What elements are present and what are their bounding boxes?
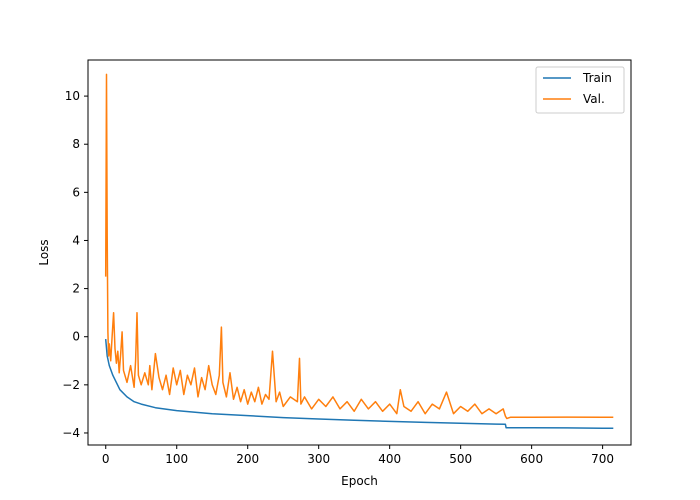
x-tick-label-0: 0 — [102, 452, 110, 466]
y-axis-ticks: −4 −2 0 2 4 6 8 10 — [62, 89, 88, 440]
y-tick-label-2: 0 — [72, 330, 80, 344]
legend: Train Val. — [535, 66, 625, 114]
x-tick-label-1: 100 — [165, 452, 188, 466]
legend-label-train: Train — [582, 71, 612, 85]
y-tick-label-1: −2 — [62, 378, 80, 392]
y-tick-label-6: 8 — [72, 137, 80, 151]
x-tick-label-5: 500 — [449, 452, 472, 466]
y-tick-label-5: 6 — [72, 185, 80, 199]
x-axis-ticks: 0 100 200 300 400 500 600 700 — [102, 445, 614, 466]
series-line-train — [104, 339, 614, 429]
x-axis-label: Epoch — [341, 474, 378, 488]
plot-frame — [87, 59, 632, 446]
x-tick-label-6: 600 — [520, 452, 543, 466]
y-tick-label-3: 2 — [72, 282, 80, 296]
plot-background — [88, 60, 631, 445]
x-tick-label-7: 700 — [591, 452, 614, 466]
x-tick-label-4: 400 — [378, 452, 401, 466]
y-tick-label-4: 4 — [72, 233, 80, 247]
x-tick-label-3: 300 — [307, 452, 330, 466]
legend-label-val: Val. — [583, 92, 605, 106]
x-tick-label-2: 200 — [236, 452, 259, 466]
series-line-val — [104, 73, 614, 420]
series-layer — [104, 73, 614, 429]
y-tick-label-0: −4 — [62, 426, 80, 440]
y-tick-label-7: 10 — [65, 89, 80, 103]
y-axis-label: Loss — [37, 239, 51, 265]
